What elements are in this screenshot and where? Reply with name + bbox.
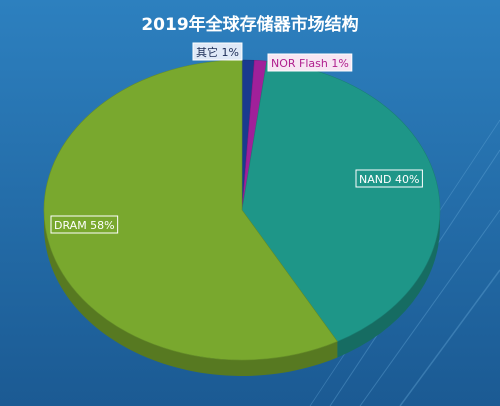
slice-NAND <box>241 60 441 342</box>
data-label-NOR Flash: NOR Flash 1% <box>267 53 353 72</box>
data-label-text: NAND 40% <box>359 173 419 186</box>
slice-DRAM <box>43 59 338 361</box>
data-label-box <box>355 169 423 188</box>
data-label-DRAM: DRAM 58% <box>50 215 119 234</box>
data-label-box <box>50 215 119 234</box>
data-label-text: DRAM 58% <box>54 219 115 232</box>
pie-labels: 其它 1% NOR Flash 1% NAND 40% DRAM 58% <box>50 42 423 234</box>
slice-side-2 <box>337 210 441 358</box>
pie-slices <box>43 59 441 361</box>
data-label-text: NOR Flash 1% <box>271 57 349 70</box>
data-label-text: 其它 1% <box>196 45 239 59</box>
data-label-box <box>267 53 353 72</box>
data-label-box <box>192 42 243 61</box>
data-label-NAND: NAND 40% <box>355 169 423 188</box>
pie-depth <box>44 210 441 377</box>
chart-title: 2019年全球存储器市场结构 <box>141 14 358 35</box>
slice-side-3 <box>44 210 338 377</box>
data-label-其它: 其它 1% <box>192 42 243 61</box>
